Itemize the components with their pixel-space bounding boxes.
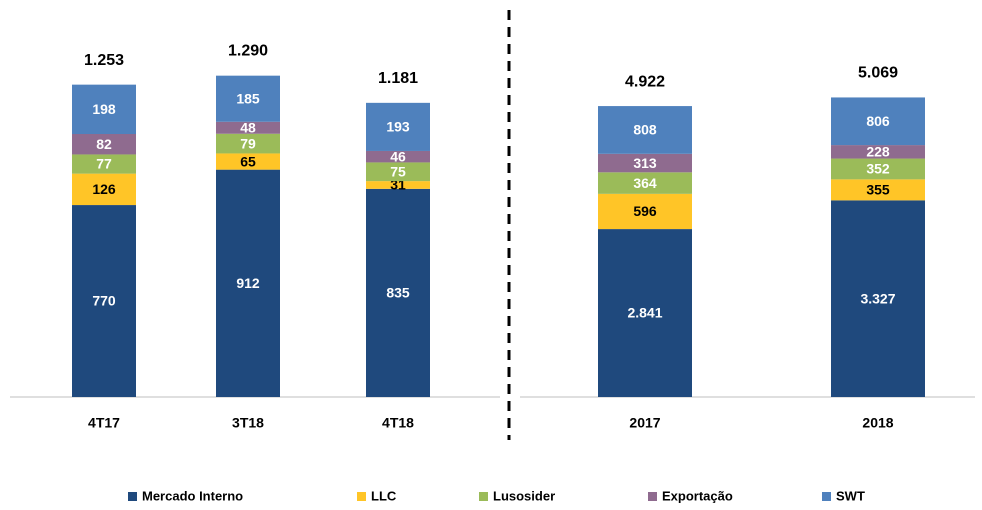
data-label: 596 bbox=[633, 203, 657, 219]
data-label: 126 bbox=[92, 181, 116, 197]
data-label: 77 bbox=[96, 156, 112, 172]
bar-segment bbox=[72, 205, 136, 397]
bar-segment bbox=[366, 188, 430, 397]
data-label: 2.841 bbox=[627, 305, 662, 321]
bar-segment bbox=[831, 158, 925, 180]
data-label: 364 bbox=[633, 175, 657, 191]
data-label: 806 bbox=[866, 113, 890, 129]
x-tick-label: 2018 bbox=[862, 415, 893, 431]
total-label: 4.922 bbox=[625, 73, 665, 90]
legend-label: Exportação bbox=[662, 488, 733, 503]
legend-label: Lusosider bbox=[493, 488, 555, 503]
data-label: 912 bbox=[236, 275, 260, 291]
bar-segment bbox=[598, 106, 692, 154]
legend-swatch bbox=[822, 492, 831, 501]
x-tick-label: 3T18 bbox=[232, 415, 264, 431]
total-label: 1.181 bbox=[378, 70, 418, 87]
data-label: 65 bbox=[240, 153, 256, 169]
bar-segment bbox=[366, 150, 430, 163]
legend-swatch bbox=[357, 492, 366, 501]
total-label: 5.069 bbox=[858, 65, 898, 82]
bar-segment bbox=[366, 162, 430, 182]
legend-swatch bbox=[479, 492, 488, 501]
x-tick-label: 2017 bbox=[629, 415, 660, 431]
bar-segment bbox=[366, 102, 430, 151]
data-label: 228 bbox=[866, 144, 890, 160]
x-tick-label: 4T17 bbox=[88, 415, 120, 431]
bar-segment bbox=[216, 75, 280, 122]
bar-segment bbox=[598, 172, 692, 194]
bar-segment bbox=[216, 121, 280, 134]
data-label: 46 bbox=[390, 148, 406, 164]
legend-swatch bbox=[128, 492, 137, 501]
bar-segment bbox=[216, 169, 280, 397]
total-label: 1.290 bbox=[228, 43, 268, 60]
data-label: 48 bbox=[240, 119, 256, 135]
data-label: 75 bbox=[390, 163, 406, 179]
data-label: 355 bbox=[866, 182, 890, 198]
bar-segment bbox=[72, 134, 136, 155]
data-label: 770 bbox=[92, 293, 116, 309]
bar-segment bbox=[598, 153, 692, 173]
total-label: 1.253 bbox=[84, 52, 124, 69]
legend-label: Mercado Interno bbox=[142, 488, 243, 503]
data-label: 835 bbox=[386, 285, 410, 301]
data-label: 185 bbox=[236, 90, 260, 106]
bar-segment bbox=[72, 173, 136, 206]
data-label: 198 bbox=[92, 101, 116, 117]
data-label: 808 bbox=[633, 122, 657, 138]
legend-label: LLC bbox=[371, 488, 397, 503]
bar-segment bbox=[216, 133, 280, 154]
data-label: 3.327 bbox=[860, 290, 895, 306]
data-label: 79 bbox=[240, 135, 256, 151]
legend-label: SWT bbox=[836, 488, 865, 503]
bar-segment bbox=[831, 200, 925, 397]
bar-segment bbox=[831, 145, 925, 159]
bar-segment bbox=[598, 193, 692, 230]
data-label: 82 bbox=[96, 136, 112, 152]
bar-segment bbox=[366, 181, 430, 189]
data-label: 352 bbox=[866, 161, 890, 177]
bar-segment bbox=[831, 97, 925, 146]
bar-segment bbox=[598, 229, 692, 397]
bar-segment bbox=[72, 84, 136, 135]
x-tick-label: 4T18 bbox=[382, 415, 414, 431]
bar-segment bbox=[72, 154, 136, 174]
bar-segment bbox=[216, 153, 280, 170]
bar-segment bbox=[831, 179, 925, 201]
data-label: 313 bbox=[633, 155, 657, 171]
data-label: 193 bbox=[386, 119, 410, 135]
legend-swatch bbox=[648, 492, 657, 501]
